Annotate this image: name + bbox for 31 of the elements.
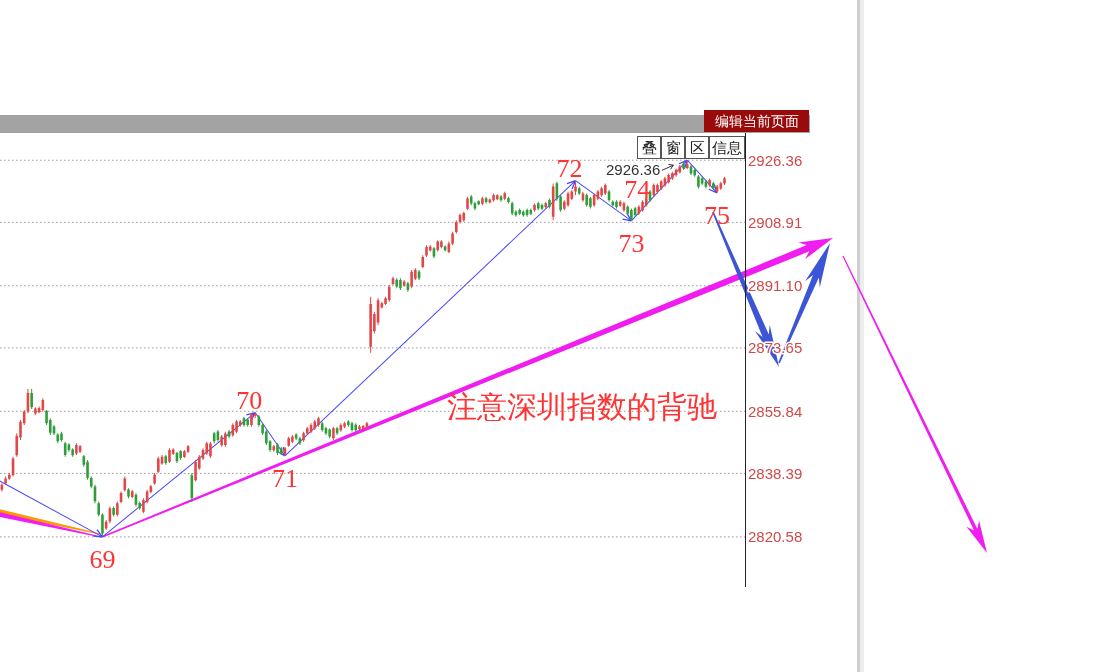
candlestick [313, 420, 317, 430]
edit-button: 编辑当前页面 [704, 110, 809, 132]
annotation: 注意深圳指数的背驰 [447, 390, 717, 423]
annotation: 70 [236, 385, 263, 415]
y-tick-label: 2926.36 [748, 151, 803, 169]
candlestick [469, 194, 473, 206]
annotation: 73 [618, 228, 645, 258]
candlestick [577, 186, 581, 195]
y-tick-label: 2908.91 [748, 213, 803, 231]
y-tick-label: 2820.58 [748, 528, 803, 546]
annotation: 69 [89, 544, 116, 574]
candlestick [685, 160, 689, 170]
candlestick [477, 200, 480, 206]
candlestick [358, 424, 361, 430]
candlestick [719, 181, 723, 190]
candlestick [291, 434, 294, 444]
y-tick-label: 2855.84 [748, 402, 803, 420]
toolbar-button: 信息 [709, 136, 745, 159]
annotation: 72 [556, 153, 583, 183]
candlestick [287, 436, 290, 447]
annotation: 71 [271, 463, 298, 493]
toolbar-button: 窗 [661, 136, 685, 159]
candlestick [671, 171, 674, 180]
candlestick [127, 488, 130, 499]
toolbar-button: 叠 [637, 136, 661, 159]
y-tick-label: 2838.39 [748, 464, 803, 482]
toolbar-button: 区 [685, 136, 709, 159]
annotation: 75 [704, 200, 731, 230]
candlestick [712, 181, 715, 190]
candlestick [697, 175, 700, 189]
y-tick-label: 2891.10 [748, 277, 803, 295]
